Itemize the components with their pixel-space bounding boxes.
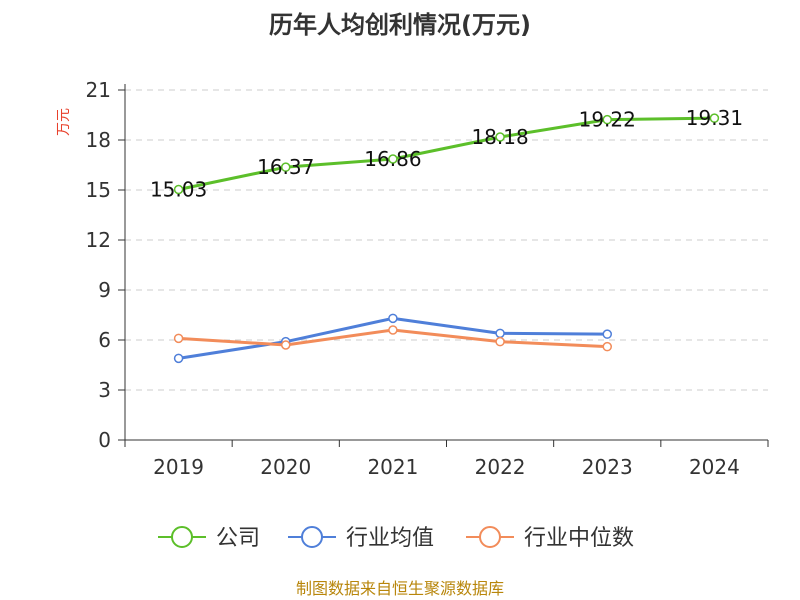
data-point[interactable] — [495, 132, 505, 142]
y-tick-label: 6 — [98, 328, 111, 352]
legend-marker — [479, 526, 501, 548]
data-labels: 15.03 16.37 16.86 18.18 19.22 19.31 — [150, 106, 743, 201]
y-tick-label: 18 — [86, 128, 111, 152]
data-label: 18.18 — [471, 125, 528, 149]
data-label: 16.86 — [364, 147, 421, 171]
chart-title: 历年人均创利情况(万元) — [269, 11, 531, 39]
legend-marker — [171, 526, 193, 548]
y-tick-label: 0 — [98, 428, 111, 452]
x-tick-label: 2019 — [153, 455, 204, 479]
data-point[interactable] — [602, 114, 612, 125]
data-point[interactable] — [388, 325, 398, 335]
data-point[interactable] — [281, 340, 291, 350]
data-source-note: 制图数据来自恒生聚源数据库 — [296, 579, 504, 598]
data-point[interactable] — [709, 113, 720, 123]
legend-marker — [301, 526, 323, 548]
data-point[interactable] — [173, 353, 184, 364]
series-line-1 — [178, 316, 608, 360]
data-point[interactable] — [173, 184, 184, 195]
data-label: 19.31 — [686, 106, 743, 130]
series-line-0 — [178, 116, 715, 191]
x-tick-label: 2024 — [689, 455, 740, 479]
legend-label: 行业均值 — [346, 526, 434, 551]
grid-lines — [125, 89, 768, 391]
x-tick-label: 2023 — [582, 455, 633, 479]
data-point[interactable] — [281, 162, 291, 172]
y-tick-label: 21 — [86, 78, 111, 102]
data-label: 16.37 — [257, 155, 314, 179]
legend-item-1[interactable]: 行业均值 — [288, 526, 434, 551]
y-tick-label: 9 — [98, 278, 111, 302]
legend: 公司 行业均值 行业中位数 — [158, 526, 634, 551]
y-tick-label: 12 — [86, 228, 111, 252]
data-point[interactable] — [602, 329, 612, 339]
x-tick-label: 2020 — [260, 455, 311, 479]
y-tick-label: 3 — [98, 378, 111, 402]
legend-label: 行业中位数 — [524, 526, 634, 551]
data-label: 15.03 — [150, 178, 207, 202]
legend-item-2[interactable]: 行业中位数 — [466, 526, 634, 551]
data-label: 19.22 — [579, 108, 636, 132]
x-tick-label: 2021 — [367, 455, 418, 479]
x-tick-label: 2022 — [475, 455, 526, 479]
data-point[interactable] — [388, 154, 398, 164]
legend-item-0[interactable]: 公司 — [158, 526, 260, 551]
data-point[interactable] — [495, 336, 505, 347]
axes: 0 3 6 9 12 15 18 21 2019 2020 2021 2022 2023 2024 — [86, 78, 769, 479]
data-point[interactable] — [173, 333, 184, 344]
data-point[interactable] — [495, 328, 505, 339]
data-point[interactable] — [388, 313, 398, 324]
y-tick-label: 15 — [86, 178, 111, 202]
series-layer — [173, 113, 720, 364]
legend-label: 公司 — [216, 526, 260, 551]
y-axis-label: 万元 — [56, 108, 72, 136]
data-point[interactable] — [602, 341, 612, 352]
